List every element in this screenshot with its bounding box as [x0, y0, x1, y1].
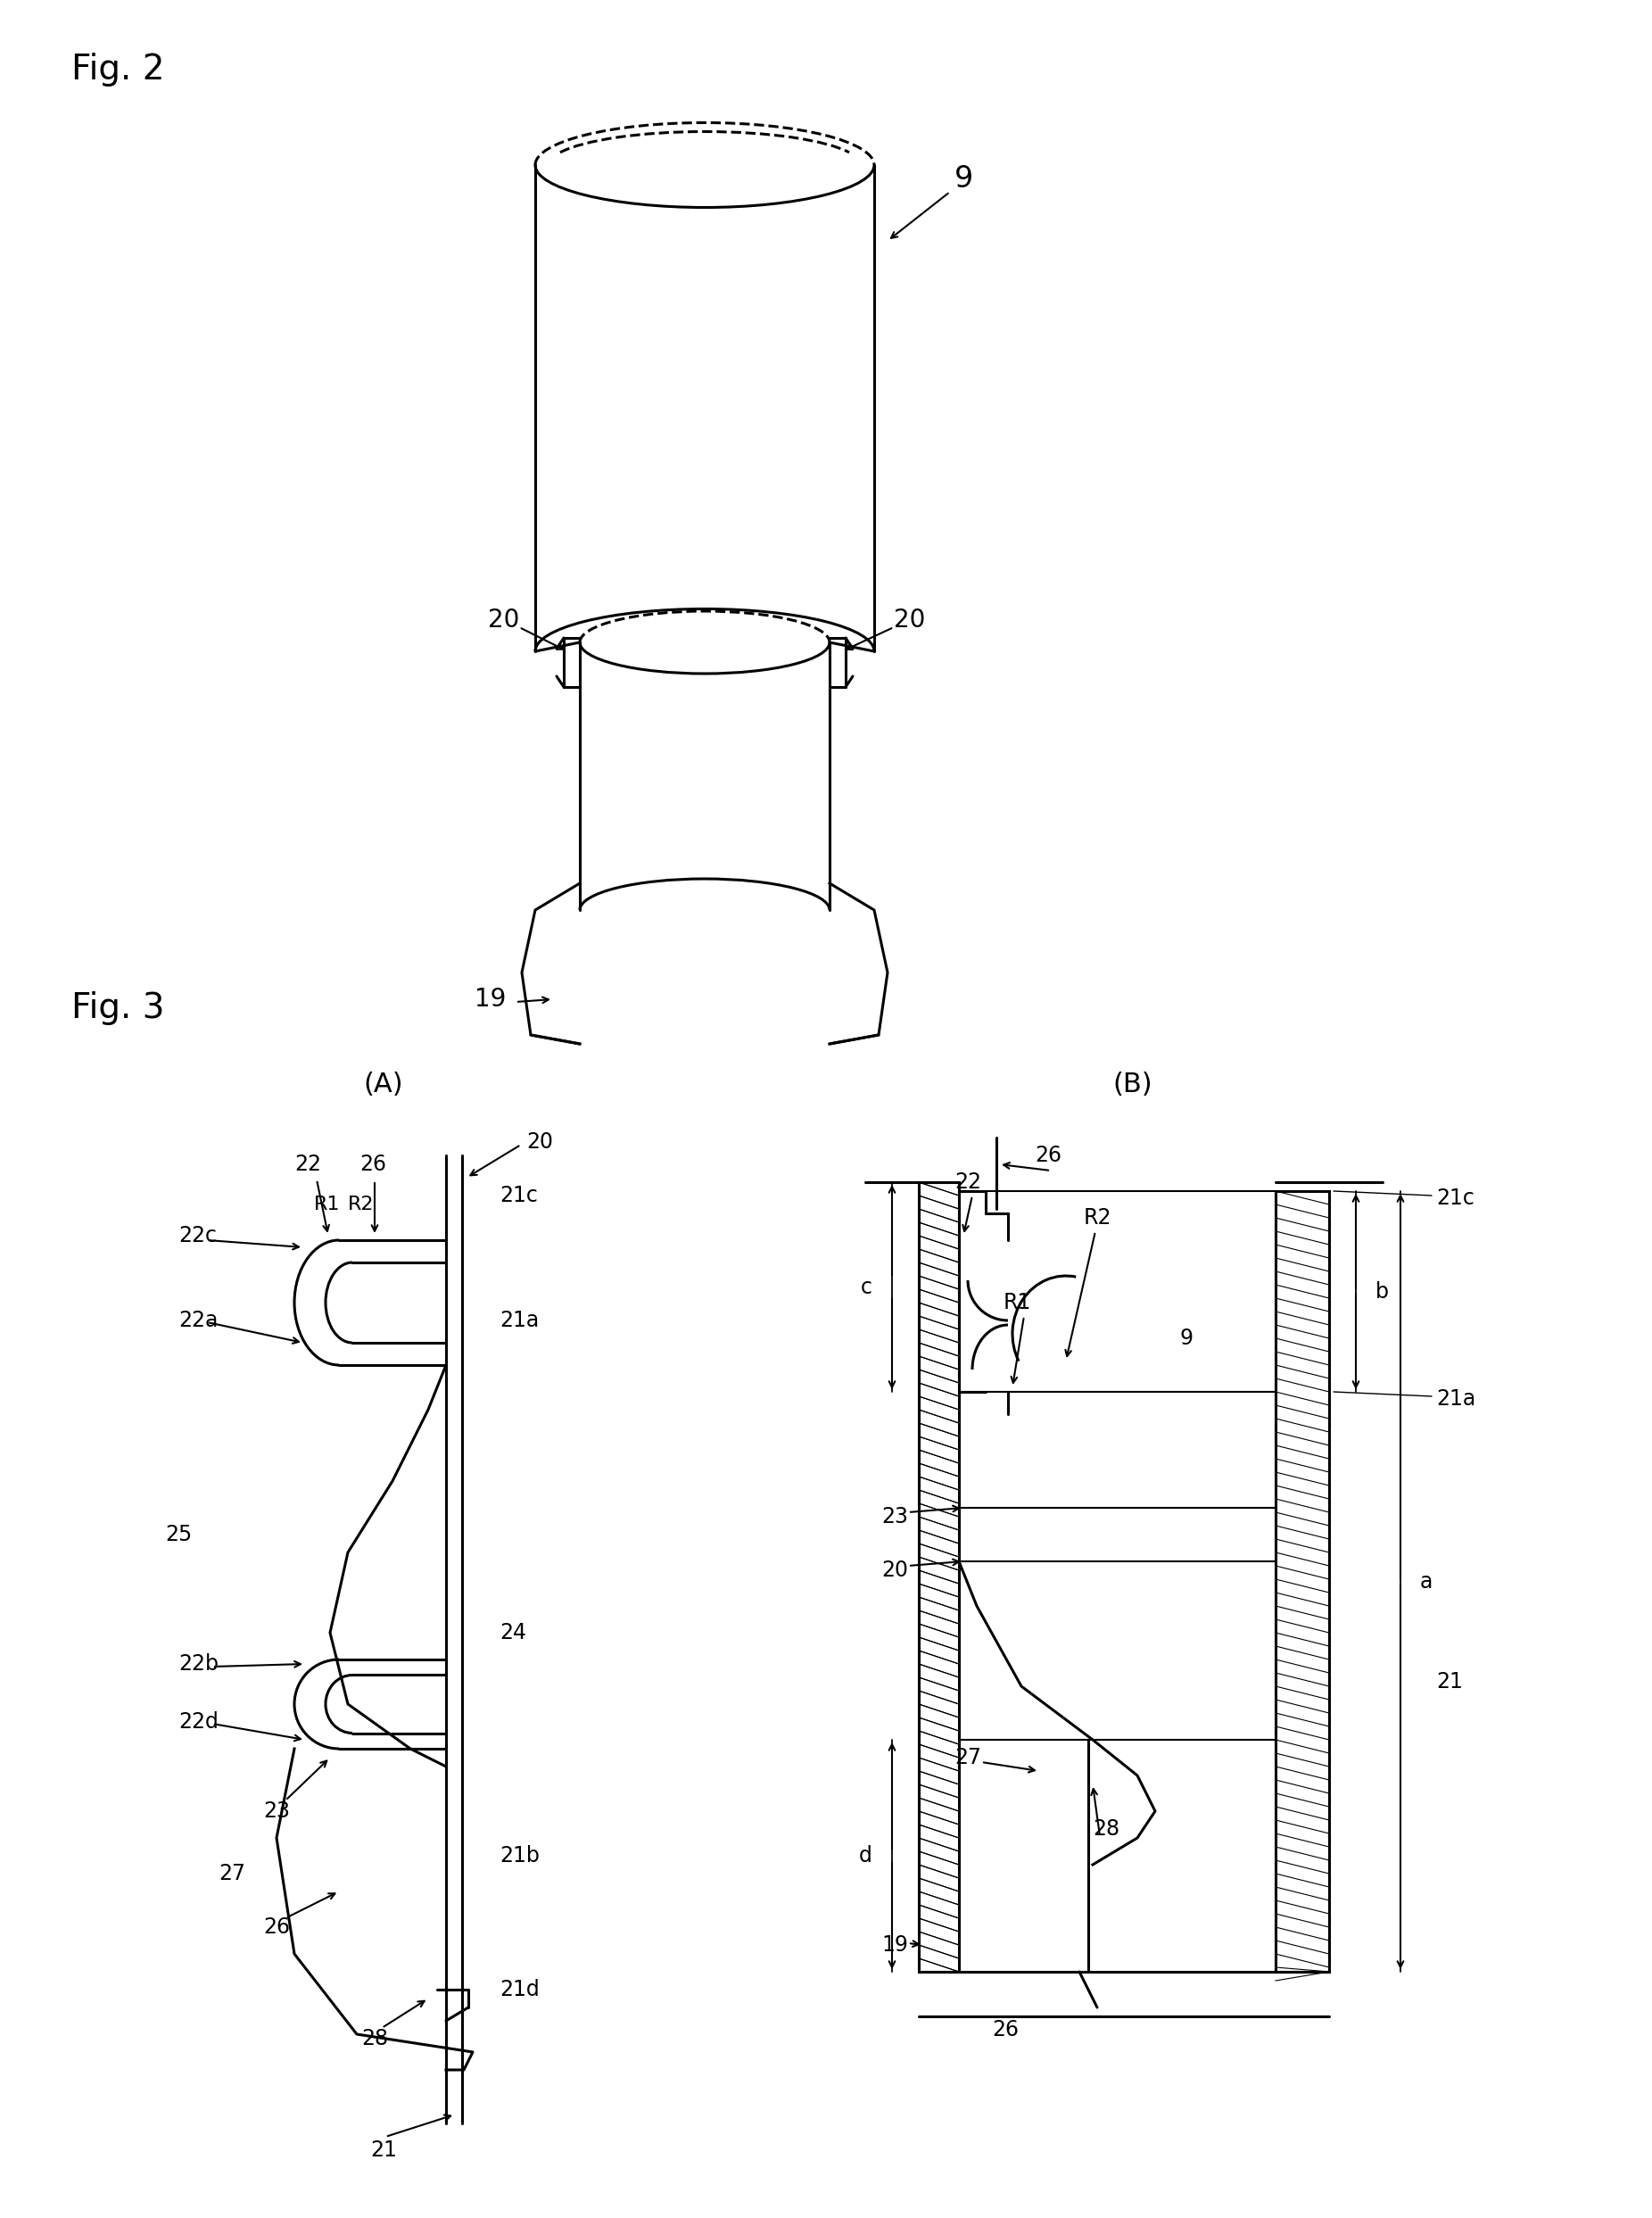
Text: Fig. 3: Fig. 3 [71, 991, 165, 1025]
Bar [1275, 1191, 1330, 1972]
Text: c: c [861, 1275, 872, 1298]
Text: 22a: 22a [178, 1311, 218, 1331]
Text: 20: 20 [489, 608, 520, 632]
Text: 9: 9 [953, 164, 973, 193]
Text: 21b: 21b [499, 1845, 540, 1868]
Text: Fig. 2: Fig. 2 [71, 53, 165, 87]
Text: 21d: 21d [499, 1978, 540, 2001]
Text: (A): (A) [363, 1071, 403, 1098]
Text: 19: 19 [474, 987, 507, 1011]
Text: 22d: 22d [178, 1712, 218, 1732]
Text: 20: 20 [527, 1131, 553, 1153]
Text: 21c: 21c [1436, 1187, 1474, 1209]
Text: R1: R1 [314, 1196, 340, 1213]
Text: 22: 22 [955, 1171, 981, 1193]
Text: R1: R1 [1003, 1291, 1031, 1313]
Text: 21a: 21a [1436, 1388, 1475, 1411]
Text: 21a: 21a [499, 1311, 539, 1331]
Text: 26: 26 [991, 2018, 1019, 2041]
Text: d: d [859, 1845, 872, 1868]
Text: R2: R2 [349, 1196, 375, 1213]
Text: 22c: 22c [178, 1224, 216, 1247]
Text: b: b [1376, 1280, 1389, 1302]
Text: 25: 25 [165, 1524, 192, 1546]
Text: 26: 26 [263, 1916, 289, 1939]
Text: 26: 26 [1034, 1144, 1062, 1167]
Text: 21c: 21c [499, 1184, 539, 1207]
Text: 27: 27 [218, 1863, 244, 1885]
Text: 22: 22 [294, 1153, 320, 1176]
Text: 20: 20 [881, 1559, 909, 1581]
Text: 24: 24 [499, 1621, 527, 1644]
Text: 9: 9 [1180, 1329, 1193, 1349]
Text: 28: 28 [1092, 1819, 1120, 1839]
Text: 20: 20 [894, 608, 925, 632]
Text: 27: 27 [955, 1748, 981, 1768]
Text: 28: 28 [362, 2027, 388, 2049]
Text: 19: 19 [882, 1934, 909, 1956]
Text: 23: 23 [263, 1801, 289, 1821]
Bar [919, 1182, 958, 1972]
Text: (B): (B) [1113, 1071, 1153, 1098]
Text: 23: 23 [881, 1506, 909, 1528]
Text: R2: R2 [1084, 1207, 1112, 1229]
Text: 21: 21 [370, 2140, 396, 2160]
Text: a: a [1421, 1570, 1432, 1593]
Text: 22b: 22b [178, 1652, 218, 1675]
Text: 26: 26 [360, 1153, 387, 1176]
Text: 21: 21 [1436, 1670, 1462, 1692]
